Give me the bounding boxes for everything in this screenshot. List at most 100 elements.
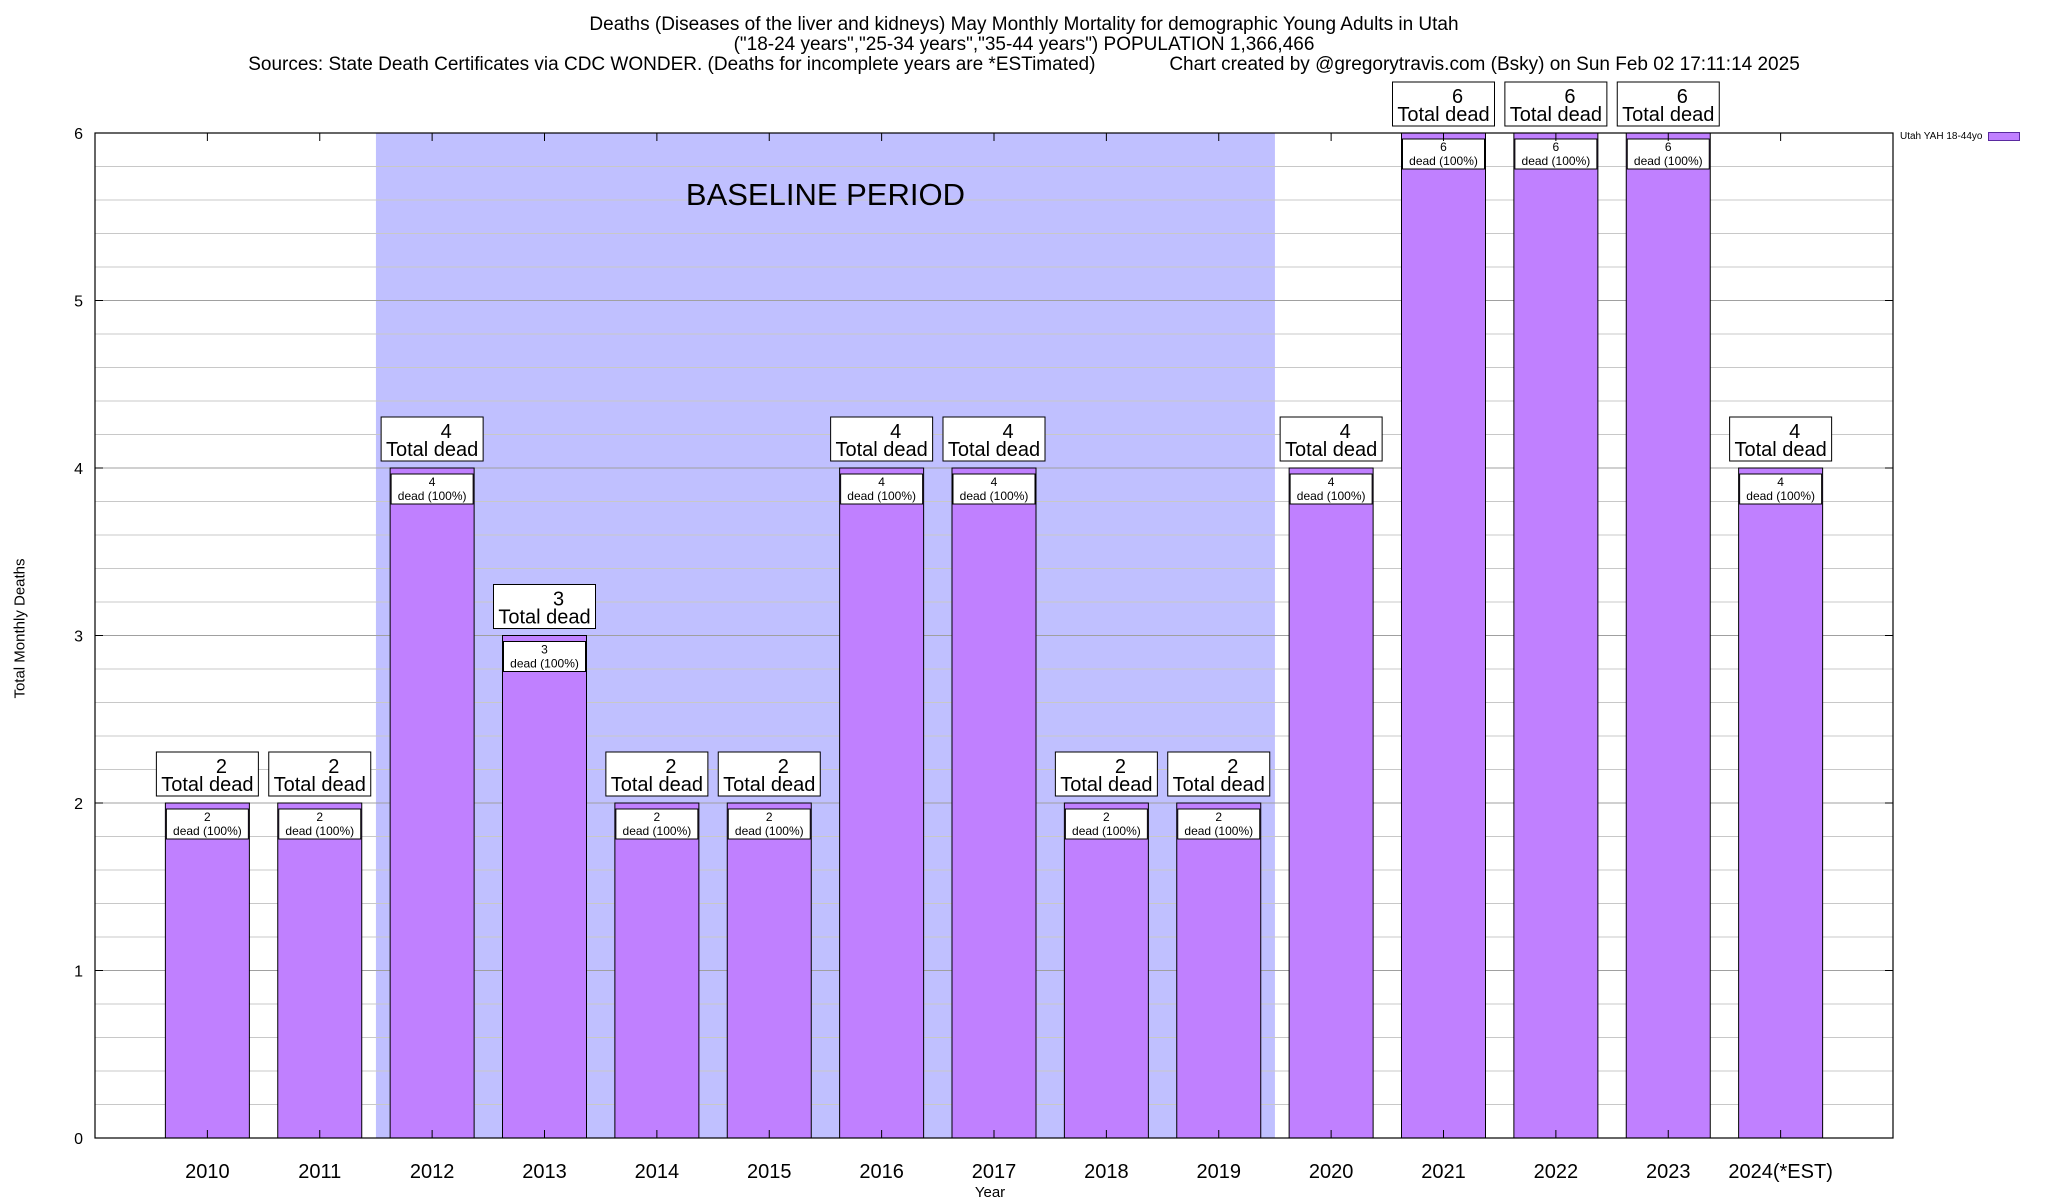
x-tick-label: 2023 — [1646, 1161, 1691, 1183]
total-value-label: 4 — [1340, 421, 1351, 443]
inner-value-label: 4 — [1328, 475, 1335, 489]
inner-label-box — [1626, 138, 1710, 170]
bar-2020 — [1288, 467, 1374, 1139]
inner-label-box — [278, 808, 362, 840]
bar-2014 — [614, 802, 700, 1139]
inner-value-label: 4 — [878, 475, 885, 489]
total-value-label: 6 — [1452, 86, 1463, 108]
inner-label-box — [390, 473, 474, 505]
total-label-box — [1279, 416, 1383, 462]
inner-label-box — [727, 808, 811, 840]
baseline-label: BASELINE PERIOD — [686, 177, 965, 212]
bar-2021 — [1401, 132, 1486, 1139]
total-label-box — [717, 751, 821, 797]
x-tick-label: 2012 — [410, 1161, 455, 1183]
chart-title-line-1: Deaths (Diseases of the liver and kidney… — [589, 14, 1459, 35]
bar-2011 — [277, 802, 363, 1139]
inner-percent-label: dead (100%) — [1746, 489, 1815, 503]
x-tick-label: 2024(*EST) — [1728, 1161, 1833, 1183]
inner-value-label: 2 — [1103, 810, 1110, 824]
inner-percent-label: dead (100%) — [1409, 154, 1478, 168]
inner-percent-label: dead (100%) — [960, 489, 1029, 503]
y-tick-label: 6 — [74, 126, 83, 143]
total-label-box — [1504, 81, 1608, 127]
total-value-label: 4 — [1002, 421, 1013, 443]
inner-percent-label: dead (100%) — [1184, 824, 1253, 838]
y-tick-label: 2 — [74, 796, 83, 813]
inner-percent-label: dead (100%) — [510, 657, 579, 671]
bar-2024(*EST) — [1738, 467, 1824, 1139]
total-text-label: Total dead — [161, 774, 253, 796]
chart-title-line-2: ("18-24 years","25-34 years","35-44 year… — [733, 34, 1315, 55]
total-text-label: Total dead — [1173, 774, 1265, 796]
total-value-label: 4 — [441, 421, 452, 443]
bar-2016 — [839, 467, 925, 1139]
inner-label-box — [503, 641, 586, 672]
total-value-label: 2 — [1115, 756, 1126, 778]
total-label-box — [1054, 751, 1158, 797]
total-text-label: Total dead — [1510, 104, 1602, 126]
x-tick-label: 2013 — [522, 1161, 567, 1183]
total-label-box — [830, 416, 934, 462]
total-value-label: 4 — [1789, 421, 1800, 443]
y-tick-label: 4 — [74, 461, 83, 478]
total-label-box — [1729, 416, 1833, 462]
inner-percent-label: dead (100%) — [847, 489, 916, 503]
total-text-label: Total dead — [948, 439, 1040, 461]
inner-value-label: 6 — [1665, 140, 1672, 154]
inner-value-label: 2 — [766, 810, 773, 824]
legend-swatch — [1988, 132, 2021, 141]
inner-label-box — [1064, 808, 1148, 840]
bar-2017 — [951, 467, 1037, 1139]
total-label-box — [380, 416, 484, 462]
total-value-label: 4 — [890, 421, 901, 443]
inner-percent-label: dead (100%) — [1634, 154, 1703, 168]
y-tick-label: 1 — [74, 964, 83, 981]
total-text-label: Total dead — [1285, 439, 1377, 461]
inner-percent-label: dead (100%) — [398, 489, 467, 503]
plot-border — [94, 132, 1894, 1139]
inner-label-box — [952, 473, 1036, 505]
inner-label-box — [840, 473, 924, 505]
legend-label: Utah YAH 18-44yo — [1900, 131, 1983, 142]
total-text-label: Total dead — [723, 774, 815, 796]
x-tick-label: 2010 — [185, 1161, 230, 1183]
total-value-label: 2 — [328, 756, 339, 778]
total-label-box — [493, 584, 596, 629]
x-tick-label: 2014 — [635, 1161, 680, 1183]
inner-percent-label: dead (100%) — [285, 824, 354, 838]
x-tick-label: 2020 — [1309, 1161, 1354, 1183]
inner-value-label: 2 — [1215, 810, 1222, 824]
total-text-label: Total dead — [835, 439, 927, 461]
inner-percent-label: dead (100%) — [1072, 824, 1141, 838]
total-text-label: Total dead — [1060, 774, 1152, 796]
inner-percent-label: dead (100%) — [1297, 489, 1366, 503]
x-tick-label: 2019 — [1197, 1161, 1242, 1183]
inner-label-box — [1402, 138, 1485, 170]
bar-2023 — [1625, 132, 1711, 1139]
bar-2019 — [1176, 802, 1262, 1139]
x-tick-label: 2015 — [747, 1161, 792, 1183]
total-value-label: 6 — [1677, 86, 1688, 108]
total-value-label: 2 — [778, 756, 789, 778]
inner-label-box — [615, 808, 699, 840]
y-tick-label: 0 — [74, 1131, 83, 1148]
x-tick-label: 2021 — [1421, 1161, 1466, 1183]
total-label-box — [155, 751, 259, 797]
total-label-box — [1167, 751, 1271, 797]
total-label-box — [1616, 81, 1720, 127]
total-text-label: Total dead — [1622, 104, 1714, 126]
inner-value-label: 4 — [429, 475, 436, 489]
inner-label-box — [1177, 808, 1261, 840]
inner-value-label: 2 — [654, 810, 661, 824]
total-text-label: Total dead — [1397, 104, 1489, 126]
inner-percent-label: dead (100%) — [735, 824, 804, 838]
bar-2012 — [389, 467, 475, 1139]
total-text-label: Total dead — [611, 774, 703, 796]
x-tick-label: 2022 — [1534, 1161, 1579, 1183]
chart-title-line-3: Sources: State Death Certificates via CD… — [248, 54, 1800, 75]
inner-value-label: 2 — [204, 810, 211, 824]
bar-2018 — [1063, 802, 1149, 1139]
inner-label-box — [1289, 473, 1373, 505]
